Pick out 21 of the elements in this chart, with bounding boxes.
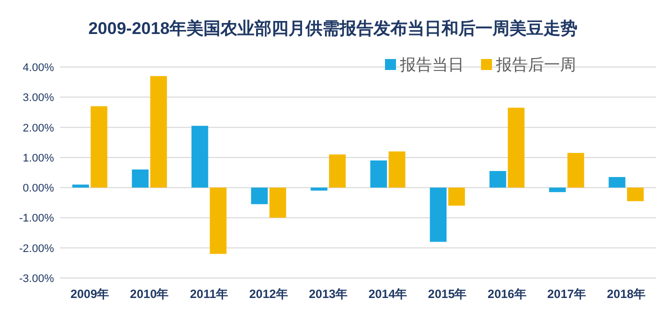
y-tick-label: 0.00%: [22, 182, 54, 195]
y-tick-label: 2.00%: [22, 122, 54, 134]
y-tick-label: 3.00%: [22, 92, 54, 104]
legend-label: 报告当日: [399, 56, 464, 74]
legend-label: 报告后一周: [495, 56, 576, 74]
x-tick-label: 2010年: [130, 287, 169, 301]
x-tick-label: 2014年: [368, 287, 408, 301]
y-tick-label: 1.00%: [22, 152, 54, 164]
x-tick-label: 2018年: [606, 287, 646, 301]
x-tick-label: 2017年: [547, 287, 586, 301]
y-tick-label: 4.00%: [22, 62, 54, 74]
x-tick-label: 2011年: [190, 287, 228, 301]
x-tick-label: 2009年: [70, 287, 110, 301]
y-tick-label: -3.00%: [19, 273, 54, 285]
x-tick-label: 2013年: [308, 287, 348, 301]
x-tick-label: 2016年: [488, 287, 526, 301]
title: 2009-2018年美国农业部四月供需报告发布当日和后一周美豆走势: [88, 19, 578, 38]
x-tick-label: 2015年: [428, 287, 467, 301]
y-tick-label: -1.00%: [19, 212, 54, 225]
x-tick-label: 2012年: [249, 287, 288, 301]
y-tick-label: -2.00%: [19, 242, 54, 255]
